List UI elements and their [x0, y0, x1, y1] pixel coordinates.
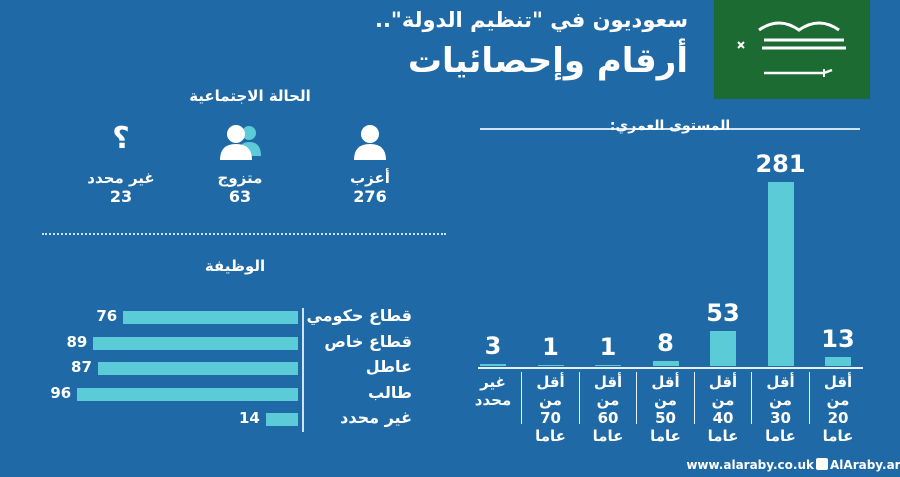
x-tick-label: أقل من 50 عاما [650, 373, 681, 445]
value-label: 13 [821, 325, 855, 354]
value-label: 8 [657, 328, 674, 357]
axis-line [302, 308, 304, 432]
x-tick-label: أقل من 40 عاما [707, 373, 739, 445]
separator [693, 372, 695, 424]
y-tick-label: غير محدد [340, 408, 412, 427]
bar [97, 362, 298, 375]
x-tick-label: أقل من 60 عاما [592, 373, 624, 445]
status-value: 63 [228, 187, 252, 206]
website: www.alaraby.co.uk [686, 458, 814, 472]
saudi-flag [714, 0, 870, 99]
title: أرقام وإحصائيات [407, 41, 688, 81]
bar [595, 365, 621, 366]
value-label: 14 [238, 409, 260, 427]
separator [751, 372, 752, 424]
x-tick-label: غير محدد [474, 373, 512, 409]
bar [93, 336, 298, 350]
value-label: 76 [96, 307, 118, 325]
bar [480, 364, 506, 366]
separator [808, 372, 810, 424]
status-label: غير محدد [87, 169, 155, 187]
single-icon [354, 125, 386, 160]
chart-title: المستوى العمري: [609, 118, 731, 134]
divider [42, 233, 446, 235]
bar [710, 331, 736, 366]
bar [77, 387, 298, 401]
status-value: 276 [353, 187, 387, 206]
y-tick-label: قطاع حكومي [306, 306, 412, 325]
married-icon [220, 125, 261, 160]
bar [825, 357, 851, 366]
y-tick-label: قطاع خاص [324, 331, 412, 351]
value-label: 1 [599, 333, 617, 362]
value-label: 1 [542, 333, 559, 362]
separator [636, 372, 637, 424]
facebook-icon [816, 458, 828, 470]
y-tick-label: عاطل [365, 357, 412, 376]
value-label: 96 [50, 383, 72, 402]
bar [265, 413, 298, 426]
separator [521, 372, 522, 424]
status-label: أعزب [350, 169, 390, 187]
bar [537, 365, 564, 366]
value-label: 3 [484, 332, 502, 361]
axis-line [478, 367, 863, 369]
section-title: الحالة الاجتماعية [189, 87, 311, 105]
divider [480, 128, 860, 130]
bar [767, 182, 794, 366]
y-tick-label: طالب [367, 382, 412, 402]
flag-emblem [737, 21, 846, 77]
separator [578, 372, 580, 424]
social-handle: AlAraby.ar [830, 458, 900, 472]
subtitle: سعوديون في "تنظيم الدولة".. [374, 8, 688, 32]
value-label: 281 [755, 150, 806, 178]
x-tick-label: أقل من 20 عاما [822, 373, 854, 445]
status-value: 23 [109, 187, 133, 206]
value-label: 53 [706, 299, 740, 328]
bar [123, 311, 298, 324]
x-tick-label: أقل من 70 عاما [535, 373, 566, 445]
unknown-icon: ؟ [112, 121, 130, 156]
status-label: متزوج [217, 169, 263, 187]
x-tick-label: أقل من 30 عاما [765, 373, 796, 445]
bar [652, 360, 679, 366]
chart-title: الوظيفة [204, 257, 266, 275]
value-label: 87 [71, 358, 92, 376]
value-label: 89 [66, 332, 88, 351]
